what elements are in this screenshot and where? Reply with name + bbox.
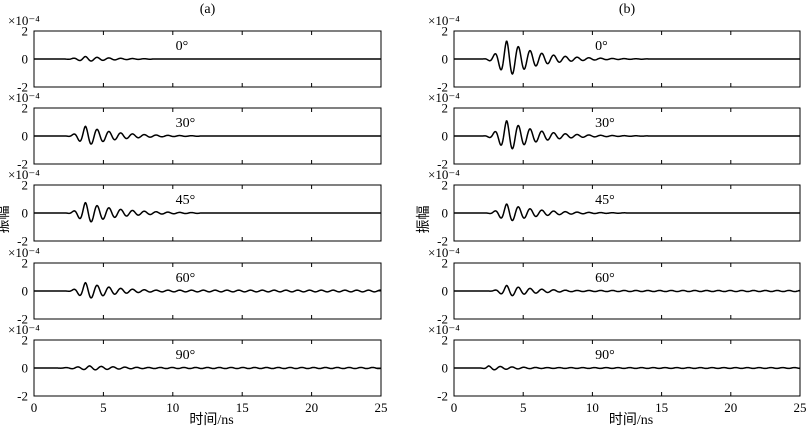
panel-label-a: (a): [200, 2, 216, 17]
angle-label: 30°: [176, 116, 196, 131]
x-tick-label: 25: [375, 400, 388, 415]
y-exponent-label: ×10⁻⁴: [428, 167, 460, 182]
x-tick-label: 0: [31, 400, 38, 415]
y-axis-label-b: 振幅: [416, 206, 432, 234]
waveform-line: [453, 40, 801, 75]
x-tick-label: 15: [236, 400, 249, 415]
y-tick-label: -2: [17, 80, 28, 95]
y-tick-label: 2: [442, 256, 449, 271]
y-tick-label: 2: [22, 24, 29, 39]
angle-label: 90°: [176, 348, 196, 363]
y-tick-label: 0: [22, 52, 29, 67]
y-exponent-label: ×10⁻⁴: [8, 245, 40, 260]
y-exponent-label: ×10⁻⁴: [8, 90, 40, 105]
x-tick-label: 5: [520, 400, 527, 415]
y-tick-label: -2: [437, 389, 448, 404]
y-tick-label: 2: [22, 256, 29, 271]
y-exponent-label: ×10⁻⁴: [428, 90, 460, 105]
y-tick-label: 0: [442, 361, 449, 376]
angle-label: 45°: [595, 193, 615, 208]
y-tick-label: 2: [22, 178, 29, 193]
y-tick-label: 0: [442, 206, 449, 221]
x-tick-label: 20: [724, 400, 737, 415]
waveform-line: [33, 55, 382, 62]
chart-b: (b)-202×10⁻⁴0°-202×10⁻⁴30°-202×10⁻⁴45°-2…: [416, 2, 807, 428]
angle-label: 0°: [595, 39, 608, 54]
angle-label: 30°: [595, 116, 615, 131]
subplot-a-3: -2 0 2×10⁻⁴ 45°: [8, 167, 382, 249]
y-tick-label: 0: [22, 361, 29, 376]
angle-label: 60°: [595, 271, 615, 286]
y-tick-label: 0: [442, 284, 449, 299]
y-tick-label: -2: [17, 312, 28, 327]
subplot-b-1: -2 0 2×10⁻⁴ 0°: [428, 13, 801, 95]
y-exponent-label: ×10⁻⁴: [428, 322, 460, 337]
x-tick-label: 0: [451, 400, 458, 415]
y-tick-label: -2: [437, 157, 448, 172]
y-exponent-label: ×10⁻⁴: [428, 13, 460, 28]
panel-label-b: (b): [619, 2, 636, 17]
y-tick-label: 2: [22, 101, 29, 116]
y-tick-label: 2: [442, 333, 449, 348]
waveform-line: [33, 281, 382, 299]
x-axis-label-a: 时间/ns: [189, 412, 233, 428]
y-axis-label-a: 振幅: [0, 206, 12, 234]
y-tick-label: 0: [22, 206, 29, 221]
waveform-line: [33, 365, 382, 371]
x-axis-label-b: 时间/ns: [609, 412, 653, 428]
subplot-b-2: -2 0 2×10⁻⁴ 30°: [428, 90, 801, 172]
y-tick-label: 0: [442, 52, 449, 67]
subplot-a-1: -2 0 2×10⁻⁴ 0°: [8, 13, 382, 95]
y-tick-label: -2: [437, 234, 448, 249]
chart-a: (a)-202×10⁻⁴0°-202×10⁻⁴30°-202×10⁻⁴45°-2…: [0, 2, 388, 428]
y-tick-label: 2: [442, 101, 449, 116]
x-tick-label: 5: [100, 400, 107, 415]
angle-label: 90°: [595, 348, 615, 363]
subplot-b-3: -2 0 2×10⁻⁴ 45°: [428, 167, 801, 249]
waveform-line: [453, 120, 801, 150]
waveform-line: [453, 284, 801, 297]
x-tick-label: 20: [305, 400, 318, 415]
y-tick-label: -2: [17, 389, 28, 404]
y-exponent-label: ×10⁻⁴: [8, 322, 40, 337]
y-tick-label: 0: [22, 129, 29, 144]
y-tick-label: -2: [17, 234, 28, 249]
y-exponent-label: ×10⁻⁴: [428, 245, 460, 260]
y-tick-label: 0: [22, 284, 29, 299]
subplot-a-4: -2 0 2×10⁻⁴ 60°: [8, 245, 382, 327]
subplot-a-2: -2 0 2×10⁻⁴ 30°: [8, 90, 382, 172]
y-tick-label: 0: [442, 129, 449, 144]
y-exponent-label: ×10⁻⁴: [8, 13, 40, 28]
x-tick-label: 15: [655, 400, 668, 415]
y-tick-label: -2: [437, 312, 448, 327]
y-tick-label: 2: [442, 178, 449, 193]
y-tick-label: 2: [22, 333, 29, 348]
x-tick-label: 25: [794, 400, 807, 415]
y-exponent-label: ×10⁻⁴: [8, 167, 40, 182]
y-tick-label: -2: [17, 157, 28, 172]
x-tick-label: 10: [586, 400, 599, 415]
y-tick-label: -2: [437, 80, 448, 95]
waveform-line: [33, 125, 382, 145]
waveform-line: [33, 201, 382, 223]
y-tick-label: 2: [442, 24, 449, 39]
waveform-line: [453, 203, 801, 222]
angle-label: 45°: [176, 193, 196, 208]
angle-label: 60°: [176, 271, 196, 286]
waveform-line: [453, 365, 801, 371]
subplot-b-4: -2 0 2×10⁻⁴ 60°: [428, 245, 801, 327]
x-tick-label: 10: [166, 400, 179, 415]
angle-label: 0°: [176, 39, 189, 54]
